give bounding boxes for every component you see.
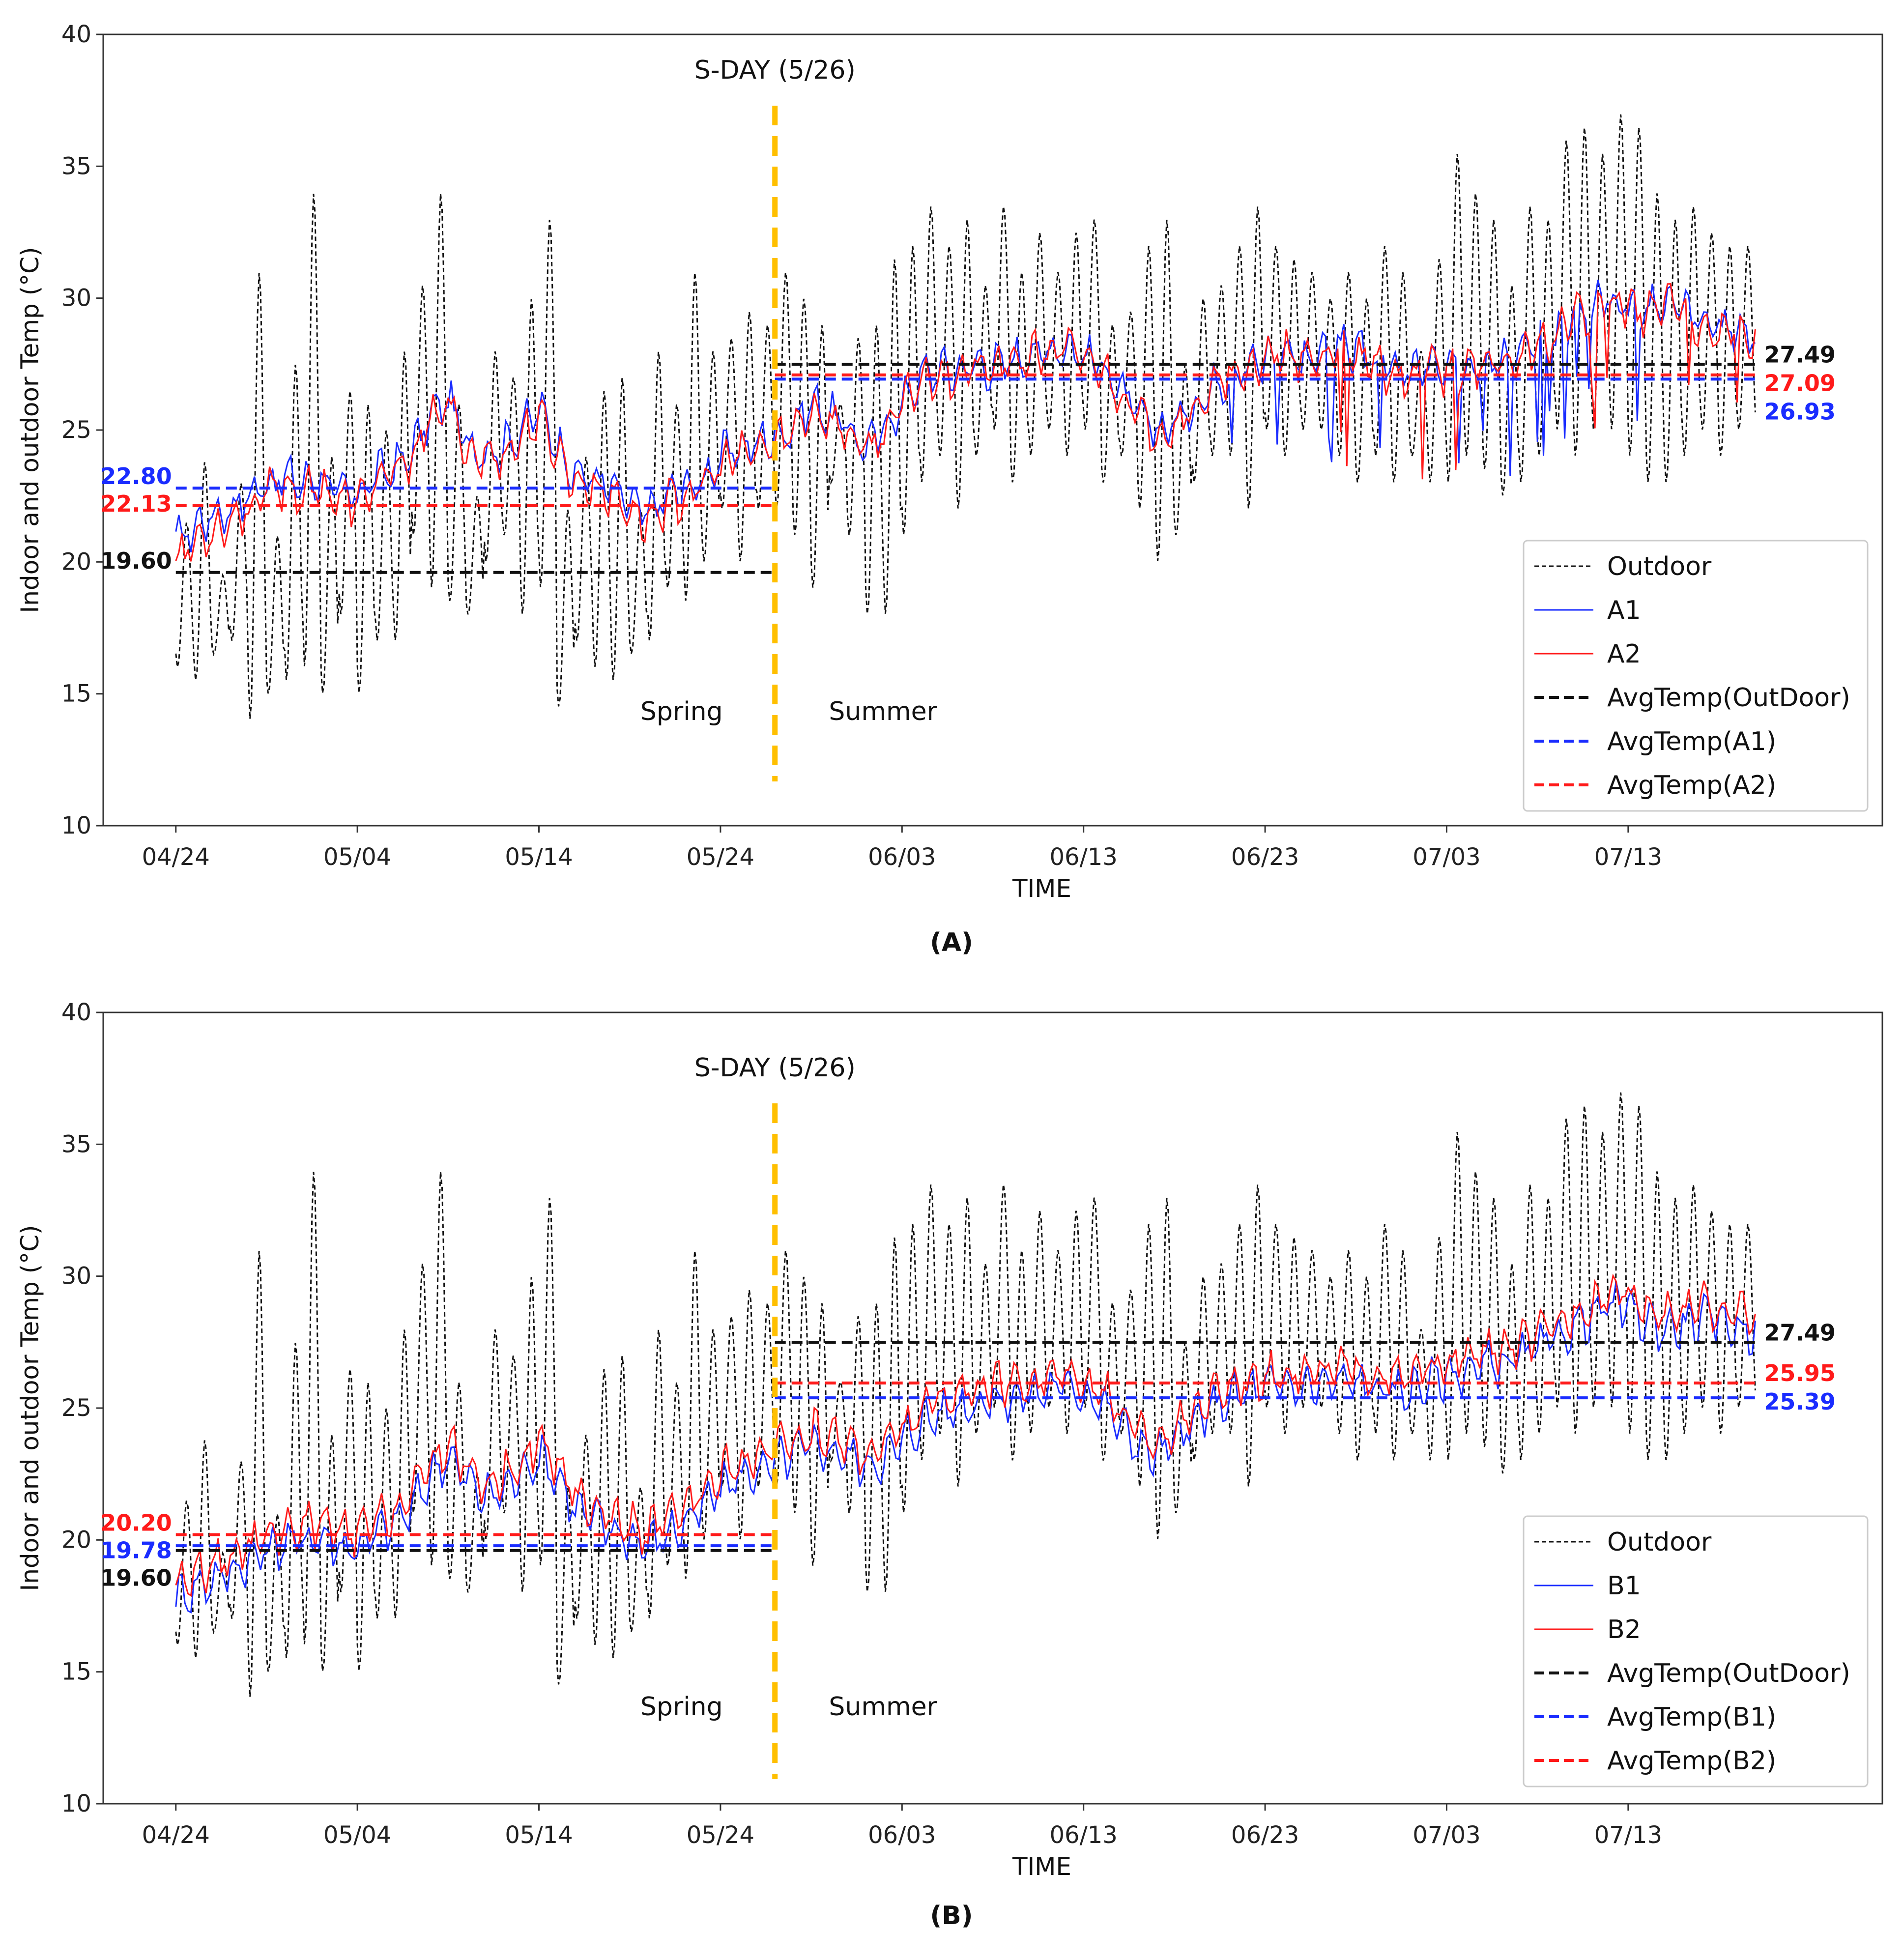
chart-panel-a: 10 15 20 25 30 35 40 04/24 05/04 05/14 05/24 06/03 0… [16, 21, 1883, 957]
avg-a2-spring-value: 22.13 [100, 490, 172, 517]
legend-entry: AvgTemp(A1) [1607, 727, 1776, 756]
x-tick-label: 05/04 [323, 1821, 391, 1849]
x-tick-label: 05/24 [687, 1821, 754, 1849]
y-tick-label: 40 [61, 999, 91, 1026]
x-tick-label: 04/24 [142, 1821, 210, 1849]
avg-b2-spring-value: 20.20 [100, 1510, 172, 1536]
outdoor-line [175, 1092, 1756, 1697]
x-tick-label: 06/03 [868, 843, 936, 871]
legend-entry: B1 [1607, 1571, 1641, 1601]
y-tick-label: 30 [61, 1263, 91, 1290]
legend-entry: Outdoor [1607, 552, 1712, 581]
avg-outdoor-summer-value: 27.49 [1764, 1319, 1836, 1346]
panel-label: (A) [930, 928, 973, 957]
y-tick-label: 30 [61, 285, 91, 312]
legend: Outdoor A1 A2 AvgTemp(OutDoor) AvgTemp(A1) Av… [1523, 540, 1869, 812]
x-tick-label: 05/24 [687, 843, 754, 871]
legend: Outdoor B1 B2 AvgTemp(OutDoor) AvgTemp(B1) Av… [1523, 1515, 1869, 1787]
x-tick-label: 06/23 [1231, 1821, 1299, 1849]
avg-b1-summer-value: 25.39 [1764, 1388, 1836, 1415]
b1-line [175, 1281, 1756, 1614]
spring-label: Spring [640, 1692, 723, 1722]
plot-area [175, 1092, 1756, 1697]
y-tick-label: 25 [61, 1394, 91, 1422]
a2-line [175, 283, 1756, 562]
avg-b1-spring-value: 19.78 [100, 1537, 172, 1564]
legend-entry: AvgTemp(A2) [1607, 771, 1776, 800]
y-axis-label: Indoor and outdoor Temp (°C) [16, 1225, 44, 1591]
y-tick-label: 35 [61, 1130, 91, 1158]
y-tick-label: 40 [61, 21, 91, 48]
y-tick-label: 10 [61, 812, 91, 839]
avg-a1-spring-value: 22.80 [100, 463, 172, 490]
avg-outdoor-spring-value: 19.60 [100, 1565, 172, 1591]
panel-label: (B) [930, 1901, 973, 1931]
x-tick-label: 05/14 [505, 1821, 573, 1849]
legend-box [1523, 540, 1869, 812]
outdoor-line [175, 114, 1756, 719]
y-tick-label: 35 [61, 152, 91, 180]
x-tick-label: 06/13 [1050, 1821, 1118, 1849]
legend-entry: B2 [1607, 1615, 1641, 1644]
summer-label: Summer [829, 697, 937, 726]
x-tick-label: 06/13 [1050, 843, 1118, 871]
legend-entry: AvgTemp(B2) [1607, 1746, 1776, 1776]
x-axis-label: TIME [1012, 1852, 1071, 1881]
plot-area [175, 114, 1756, 719]
sday-label: S-DAY (5/26) [694, 1053, 856, 1083]
legend-box [1523, 1515, 1869, 1787]
a1-line [175, 280, 1756, 552]
avg-outdoor-spring-value: 19.60 [100, 548, 172, 574]
b2-line [175, 1273, 1756, 1597]
y-tick-label: 25 [61, 416, 91, 444]
x-tick-label: 06/23 [1231, 843, 1299, 871]
legend-entry: AvgTemp(B1) [1607, 1702, 1776, 1732]
x-tick-label: 05/04 [323, 843, 391, 871]
legend-entry: Outdoor [1607, 1528, 1712, 1557]
y-tick-label: 15 [61, 1658, 91, 1686]
y-tick-label: 10 [61, 1790, 91, 1817]
x-tick-label: 04/24 [142, 843, 210, 871]
avg-b2-summer-value: 25.95 [1764, 1360, 1836, 1386]
x-axis-label: TIME [1012, 874, 1071, 903]
legend-entry: AvgTemp(OutDoor) [1607, 1659, 1850, 1688]
avg-a2-summer-value: 27.09 [1764, 370, 1836, 396]
x-tick-label: 07/03 [1413, 1821, 1480, 1849]
y-tick-label: 20 [61, 1526, 91, 1554]
y-tick-label: 15 [61, 680, 91, 708]
y-axis-label: Indoor and outdoor Temp (°C) [16, 247, 44, 613]
x-tick-label: 07/03 [1413, 843, 1480, 871]
chart-panel-b: 10 15 20 25 30 35 40 04/24 05/04 05/14 05/24 06/03 0… [16, 999, 1883, 1931]
x-tick-label: 06/03 [868, 1821, 936, 1849]
sday-label: S-DAY (5/26) [694, 56, 856, 85]
legend-entry: A1 [1607, 596, 1641, 625]
y-tick-label: 20 [61, 548, 91, 576]
spring-label: Spring [640, 697, 723, 726]
x-tick-label: 05/14 [505, 843, 573, 871]
x-tick-label: 07/13 [1594, 1821, 1662, 1849]
avg-a1-summer-value: 26.93 [1764, 398, 1836, 425]
summer-label: Summer [829, 1692, 937, 1722]
x-tick-label: 07/13 [1594, 843, 1662, 871]
legend-entry: AvgTemp(OutDoor) [1607, 683, 1850, 713]
avg-outdoor-summer-value: 27.49 [1764, 341, 1836, 368]
legend-entry: A2 [1607, 639, 1641, 669]
